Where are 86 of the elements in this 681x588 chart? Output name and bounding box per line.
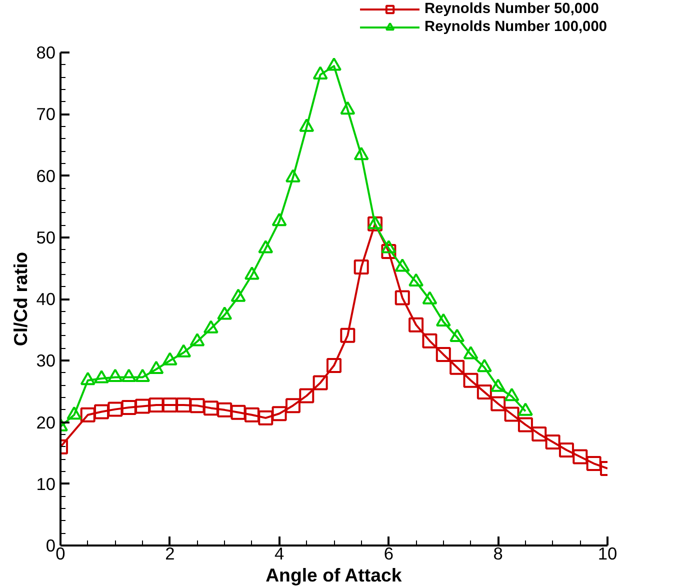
point — [217, 306, 232, 320]
point — [299, 388, 314, 404]
point — [94, 404, 110, 420]
x-tick-label: 2 — [165, 544, 175, 564]
point — [148, 397, 164, 412]
point — [203, 400, 218, 416]
y-tick-label: 60 — [36, 166, 56, 186]
x-axis-title: Angle of Attack — [266, 564, 402, 586]
point — [176, 397, 192, 412]
point — [394, 290, 410, 306]
point — [272, 212, 287, 226]
point — [572, 449, 588, 464]
point — [463, 372, 478, 388]
point — [190, 398, 205, 414]
point — [190, 333, 205, 346]
point — [504, 406, 520, 422]
x-tick-label: 8 — [493, 544, 503, 564]
y-tick-label: 80 — [36, 42, 56, 62]
point — [408, 317, 424, 332]
point — [258, 410, 274, 426]
point — [312, 66, 328, 80]
y-tick-label: 40 — [36, 289, 56, 309]
y-tick-label: 20 — [36, 412, 56, 432]
point — [326, 58, 342, 71]
point — [258, 240, 274, 254]
point — [476, 384, 492, 400]
point — [135, 368, 150, 382]
point — [436, 346, 451, 362]
point — [108, 402, 123, 417]
point — [422, 291, 438, 304]
point — [121, 400, 136, 415]
point — [135, 398, 150, 414]
point — [80, 372, 96, 386]
point — [244, 266, 260, 280]
point — [326, 358, 342, 374]
x-tick-label: 4 — [274, 544, 284, 564]
point — [518, 417, 533, 432]
point — [80, 407, 96, 422]
point — [203, 320, 218, 334]
point — [162, 397, 178, 412]
point — [490, 396, 506, 412]
point — [408, 273, 424, 286]
point — [285, 398, 300, 414]
point — [340, 328, 356, 343]
legend-label: Reynolds Number 50,000 — [424, 0, 599, 18]
x-tick-label: 10 — [598, 544, 618, 564]
point — [94, 370, 110, 384]
point — [490, 378, 506, 392]
y-tick-label: 10 — [36, 474, 56, 494]
point — [394, 258, 410, 272]
point — [381, 240, 396, 254]
point — [354, 146, 369, 160]
legend-label: Reynolds Number 100,000 — [424, 18, 607, 36]
point — [558, 442, 574, 458]
point — [422, 333, 438, 348]
point — [217, 402, 232, 418]
point — [532, 426, 547, 442]
point — [299, 118, 314, 132]
point — [162, 352, 178, 366]
point — [450, 360, 465, 375]
point — [545, 434, 560, 450]
point — [244, 407, 260, 422]
y-tick-label: 30 — [36, 350, 56, 371]
point — [272, 406, 287, 422]
point — [312, 375, 328, 390]
y-tick-label: 50 — [36, 227, 56, 248]
point — [176, 344, 192, 358]
point — [66, 406, 82, 420]
point — [450, 328, 465, 342]
point — [285, 169, 300, 182]
y-axis-title: Cl/Cd ratio — [10, 252, 32, 346]
point — [476, 358, 492, 372]
x-tick-label: 6 — [384, 544, 394, 564]
y-tick-label: 70 — [36, 104, 56, 124]
point — [148, 360, 164, 374]
point — [518, 402, 533, 416]
point — [463, 346, 478, 360]
point — [108, 368, 123, 382]
point — [436, 313, 451, 327]
point — [504, 388, 520, 402]
point — [230, 288, 246, 302]
point — [340, 101, 356, 115]
point — [586, 456, 602, 472]
point — [121, 368, 136, 382]
point — [354, 259, 369, 274]
point — [230, 404, 246, 420]
